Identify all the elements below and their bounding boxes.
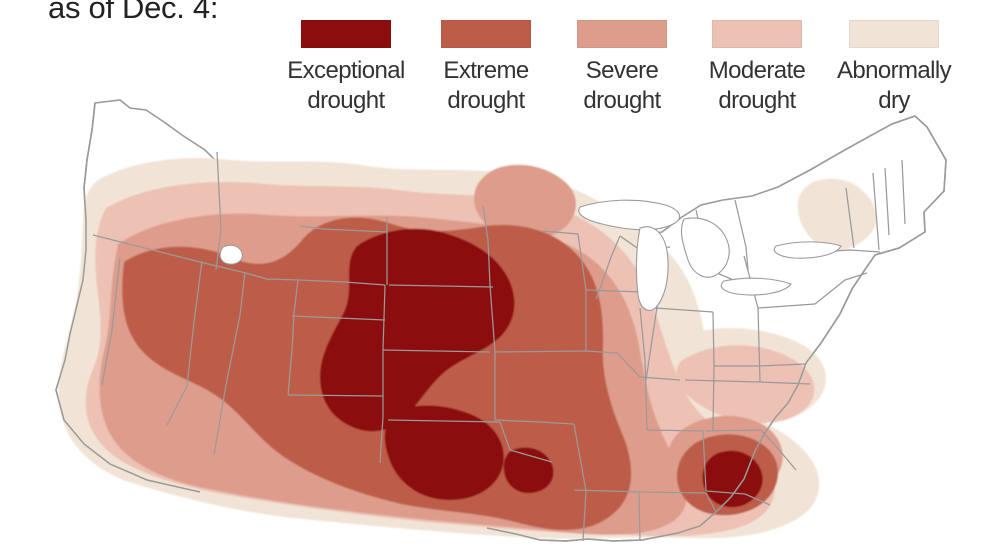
state-border <box>379 284 386 464</box>
great-lake-huron <box>680 217 730 278</box>
great-lake-erie <box>720 277 792 296</box>
state-border <box>215 151 222 271</box>
state-border <box>760 429 797 471</box>
legend-abnormally-dry: Abnormally dry <box>820 20 968 120</box>
state-border <box>872 172 880 251</box>
state-border <box>291 315 386 321</box>
state-border <box>166 260 203 426</box>
drought-zone-exceptional <box>320 228 515 432</box>
state-border <box>705 492 717 513</box>
state-border <box>268 278 386 286</box>
state-border <box>101 257 121 386</box>
state-border <box>595 235 621 300</box>
atlantic-coastline <box>715 115 947 513</box>
date-label: as of Dec. 4: <box>48 0 219 25</box>
legend-extreme-drought-label: Extreme drought <box>443 57 529 114</box>
great-lake-ontario <box>773 241 842 259</box>
state-border <box>541 230 587 351</box>
state-border <box>639 307 648 431</box>
state-border <box>734 199 749 271</box>
legend-exceptional-drought-swatch <box>301 20 391 48</box>
state-border <box>814 272 868 305</box>
state-border <box>702 430 707 492</box>
legend-exceptional-drought: Exceptional drought <box>272 20 420 120</box>
legend-extreme-drought-swatch <box>441 20 531 48</box>
legend-exceptional-drought-label: Exceptional drought <box>287 57 405 114</box>
salt-lake <box>219 244 243 265</box>
state-border <box>585 289 644 293</box>
state-border <box>646 429 704 432</box>
legend-severe-drought: Severe drought <box>548 20 696 120</box>
drought-zone-severe <box>474 164 576 240</box>
legend-moderate-drought-label: Moderate drought <box>708 57 806 114</box>
drought-zone-abnormally-dry <box>797 178 877 251</box>
legend-moderate-drought: Moderate drought <box>683 20 831 120</box>
great-lake-superior <box>578 199 681 231</box>
state-border <box>654 307 714 313</box>
legend-abnormally-dry-label: Abnormally dry <box>836 57 952 114</box>
state-border <box>213 271 246 456</box>
state-border <box>299 225 388 233</box>
state-border <box>92 234 271 281</box>
state-border <box>482 205 496 353</box>
state-border <box>499 421 553 463</box>
state-border <box>494 419 575 425</box>
state-border <box>845 187 855 249</box>
state-border <box>573 423 587 492</box>
state-border <box>884 167 890 236</box>
state-border <box>382 349 491 353</box>
state-border <box>705 429 762 432</box>
state-border <box>705 490 771 506</box>
drought-legend: Exceptional drought Extreme drought Severe… <box>272 20 962 120</box>
drought-zone-exceptional <box>384 405 504 501</box>
state-border <box>287 394 384 397</box>
gulf-coastline <box>486 511 717 542</box>
state-border <box>582 490 587 542</box>
legend-extreme-drought: Extreme drought <box>412 20 560 120</box>
great-lake-michigan <box>635 226 669 311</box>
pacific-coastline <box>55 102 201 493</box>
state-border <box>638 492 641 542</box>
drought-zone-exceptional <box>702 450 763 508</box>
state-border <box>901 159 906 225</box>
state-border <box>388 284 494 288</box>
legend-abnormally-dry-swatch <box>849 20 939 48</box>
state-border <box>616 352 681 381</box>
state-border <box>573 489 707 494</box>
legend-moderate-drought-swatch <box>712 20 802 48</box>
legend-severe-drought-label: Severe drought <box>583 57 661 114</box>
legend-severe-drought-swatch <box>577 20 667 48</box>
state-border <box>387 419 501 423</box>
state-border <box>287 279 299 396</box>
